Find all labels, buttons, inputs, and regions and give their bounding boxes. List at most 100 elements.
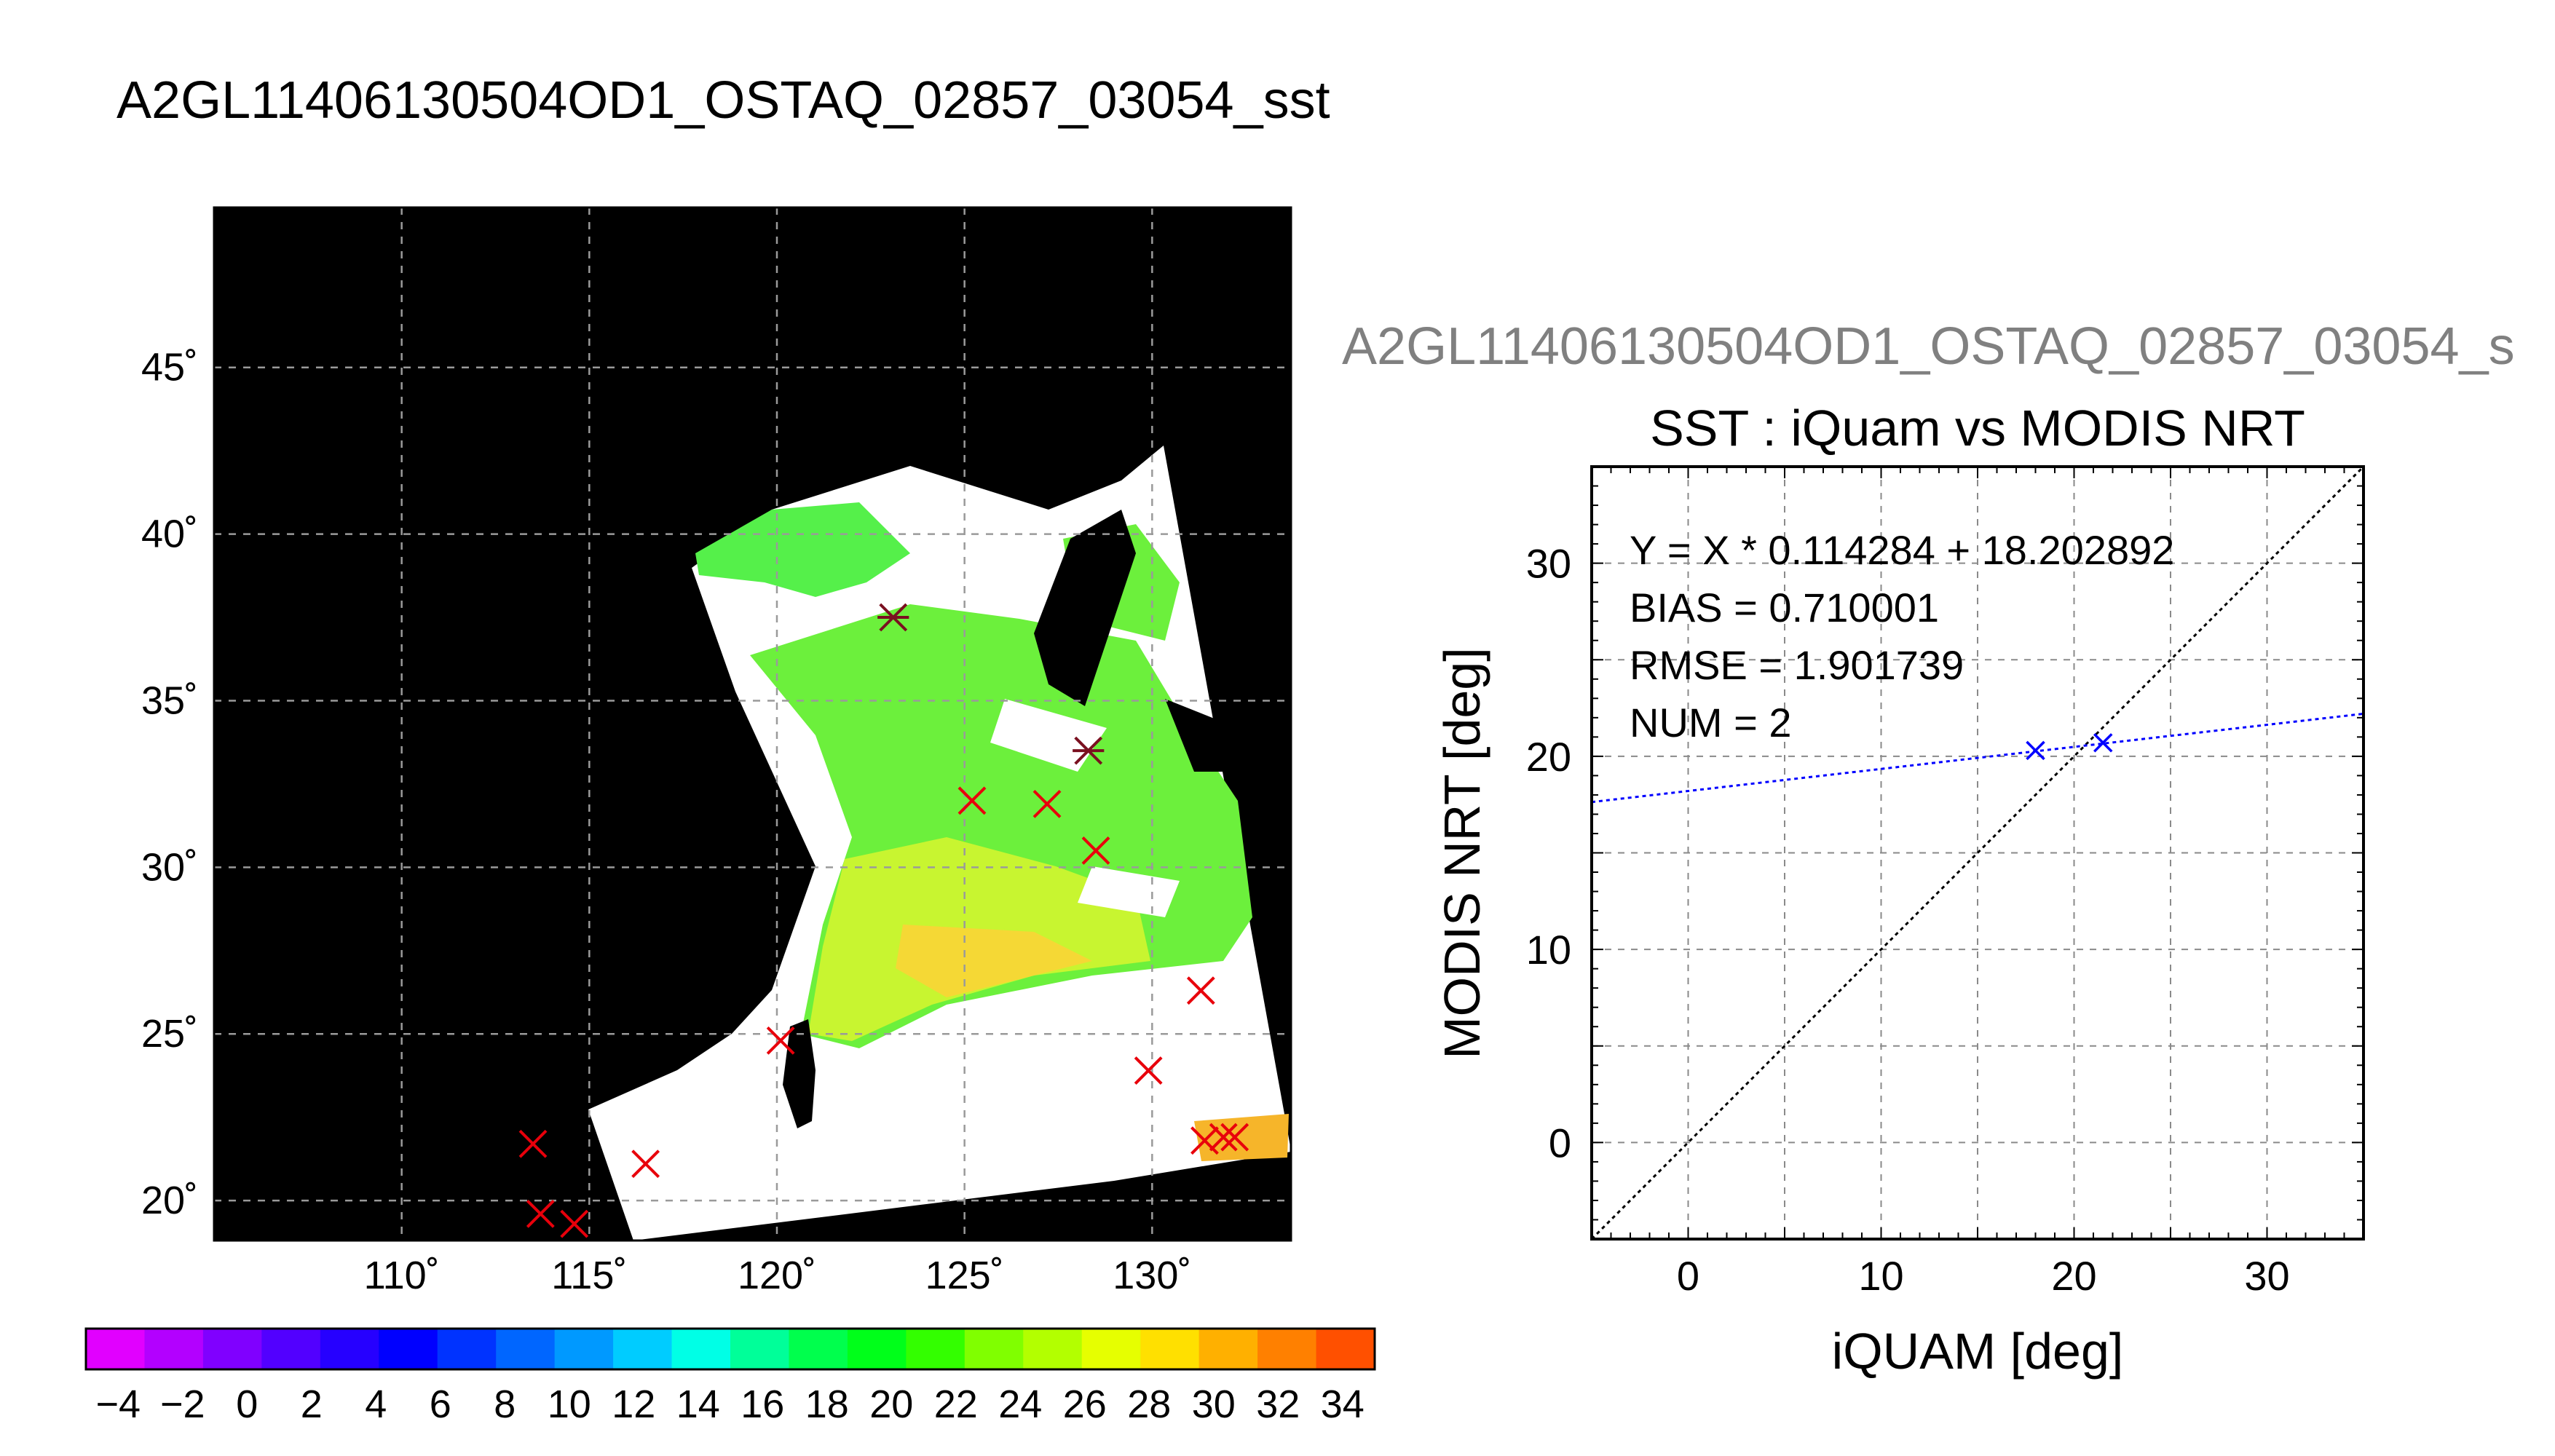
- colorbar-cell: [906, 1329, 965, 1369]
- lat-tick-label: 35˚: [141, 678, 198, 722]
- map-marker-x: [1186, 976, 1215, 1005]
- lon-tick-label: 130˚: [1113, 1254, 1191, 1297]
- x-tick-label: 10: [1858, 1253, 1903, 1299]
- stat-bias: BIAS = 0.710001: [1630, 585, 1939, 630]
- colorbar-cell: [437, 1329, 497, 1369]
- colorbar-label: 20: [869, 1382, 913, 1426]
- map-marker-x: [1209, 1123, 1238, 1152]
- x-tick-label: 0: [1677, 1253, 1699, 1299]
- colorbar-label: 18: [805, 1382, 849, 1426]
- map-marker-x: [1081, 836, 1110, 865]
- scatter-header: A2GL11406130504OD1_OSTAQ_02857_03054_s: [1342, 317, 2515, 376]
- colorbar-label: 14: [676, 1382, 720, 1426]
- colorbar-cell: [1023, 1329, 1083, 1369]
- map-marker-x: [1134, 1056, 1163, 1085]
- colorbar-cell: [202, 1329, 262, 1369]
- lon-tick-label: 110˚: [364, 1254, 440, 1297]
- sst-map: 110˚ 115˚ 120˚ 125˚ 130˚ 45˚ 40˚ 35˚ 30˚ 25˚ 20˚: [141, 206, 1292, 1297]
- colorbar-label: 2: [301, 1382, 323, 1426]
- map-marker-x: [631, 1150, 660, 1179]
- colorbar-label: 0: [236, 1382, 258, 1426]
- y-tick-label: 0: [1549, 1120, 1571, 1166]
- lat-tick-label: 30˚: [141, 845, 198, 889]
- lat-tick-label: 25˚: [141, 1012, 198, 1056]
- colorbar-label: 22: [934, 1382, 978, 1426]
- lon-tick-label: 125˚: [925, 1254, 1004, 1297]
- colorbar-label: 8: [494, 1382, 516, 1426]
- map-marker-x: [518, 1129, 548, 1158]
- korea-land: [1034, 510, 1136, 706]
- stat-equation: Y = X * 0.114284 + 18.202892: [1630, 527, 2174, 573]
- colorbar-cell: [1081, 1329, 1141, 1369]
- map-marker-x: [1032, 789, 1062, 818]
- scatter-points: [2026, 733, 2113, 761]
- map-marker-x: [526, 1199, 555, 1228]
- map-markers: [518, 603, 1249, 1238]
- colorbar-cell: [496, 1329, 556, 1369]
- lat-tick-label: 20˚: [141, 1179, 198, 1222]
- colorbar-labels: −4 −2 0 2 4 6 8 10 12 14 16 18 20 22 24 26 28 30 32 34: [95, 1382, 1364, 1426]
- regression-line: [1591, 712, 2364, 804]
- y-tick-label: 30: [1526, 541, 1571, 587]
- colorbar-label: 30: [1192, 1382, 1236, 1426]
- colorbar-label: −2: [160, 1382, 205, 1426]
- scatter-title: SST : iQuam vs MODIS NRT: [1650, 400, 2305, 456]
- y-tick-label: 10: [1526, 927, 1571, 973]
- lon-tick-label: 120˚: [738, 1254, 816, 1297]
- colorbar-label: 34: [1321, 1382, 1365, 1426]
- swath-warm-patch: [896, 925, 1092, 997]
- swath-bohai: [695, 502, 910, 597]
- map-marker-star: [877, 603, 909, 632]
- map-marker-star: [1073, 736, 1105, 765]
- map-frame: [213, 206, 1292, 1242]
- sst-colorbar: −4 −2 0 2 4 6 8 10 12 14 16 18 20 22 24 26 28 30 32 34: [84, 1327, 1376, 1426]
- x-tick-label: 30: [2244, 1253, 2289, 1299]
- colorbar-label: 26: [1063, 1382, 1107, 1426]
- lat-tick-labels: 45˚ 40˚ 35˚ 30˚ 25˚ 20˚: [141, 346, 198, 1222]
- colorbar-cell: [1140, 1329, 1200, 1369]
- lat-tick-label: 45˚: [141, 346, 198, 389]
- lon-tick-label: 115˚: [551, 1254, 627, 1297]
- colorbar-frame: [84, 1327, 1376, 1371]
- colorbar-cell: [1257, 1329, 1317, 1369]
- scatter-frame: [1590, 465, 2365, 1241]
- colorbar-cell: [144, 1329, 204, 1369]
- scatter-lines: [1590, 465, 2365, 1241]
- scatter-point: [2093, 733, 2113, 753]
- colorbar-cell: [847, 1329, 907, 1369]
- lat-tick-label: 40˚: [141, 513, 198, 556]
- colorbar-cell: [86, 1329, 145, 1369]
- taiwan-island: [783, 1019, 816, 1128]
- figure-title: A2GL11406130504OD1_OSTAQ_02857_03054_sst: [117, 71, 1330, 130]
- scatter-panel: A2GL11406130504OD1_OSTAQ_02857_03054_s S…: [1342, 317, 2515, 1380]
- lon-tick-labels: 110˚ 115˚ 120˚ 125˚ 130˚: [364, 1254, 1192, 1297]
- colorbar-cell: [320, 1329, 379, 1369]
- colorbar-label: 10: [548, 1382, 591, 1426]
- stat-rmse: RMSE = 1.901739: [1630, 642, 1964, 688]
- y-axis-label: MODIS NRT [deg]: [1434, 647, 1490, 1059]
- kyushu-land: [1165, 699, 1238, 772]
- x-tick-labels: 0 10 20 30: [1677, 1253, 2290, 1299]
- colorbar-label: 4: [365, 1382, 387, 1426]
- map-marker-x: [766, 1026, 795, 1055]
- colorbar-cell: [730, 1329, 789, 1369]
- colorbar-label: 12: [612, 1382, 655, 1426]
- colorbar-label: 28: [1127, 1382, 1171, 1426]
- x-axis-label: iQUAM [deg]: [1832, 1323, 2124, 1380]
- colorbar-label: 32: [1256, 1382, 1300, 1426]
- swath-south-warm: [1194, 1114, 1289, 1161]
- colorbar-label: 24: [998, 1382, 1042, 1426]
- colorbar-cell: [789, 1329, 848, 1369]
- colorbar-label: 16: [741, 1382, 784, 1426]
- x-tick-label: 20: [2051, 1253, 2096, 1299]
- map-marker-x: [560, 1209, 589, 1238]
- scatter-grid: [1591, 466, 2364, 1240]
- swath-cloud: [1078, 866, 1180, 917]
- stat-num: NUM = 2: [1630, 700, 1792, 745]
- colorbar-cell: [379, 1329, 438, 1369]
- colorbar-label: −4: [95, 1382, 141, 1426]
- scatter-point: [2026, 740, 2045, 761]
- y-tick-label: 20: [1526, 734, 1571, 780]
- colorbar-cell: [554, 1329, 614, 1369]
- colorbar-cell: [671, 1329, 731, 1369]
